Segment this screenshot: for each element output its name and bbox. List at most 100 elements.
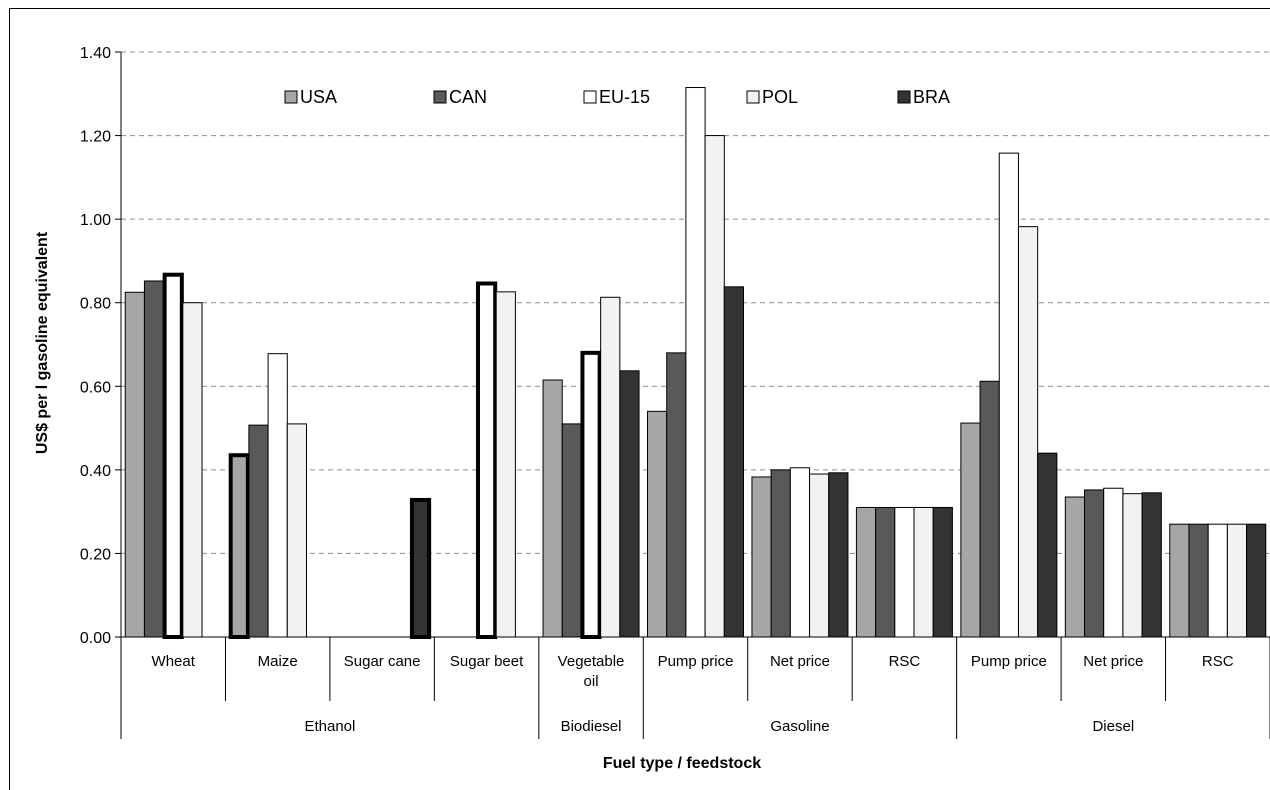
category-label: Maize (258, 653, 298, 670)
bar-pol (704, 135, 725, 638)
category-label-line: Pump price (658, 653, 734, 670)
category-label: Net price (770, 653, 830, 670)
bar-pol (600, 296, 621, 638)
bar-can (875, 506, 896, 638)
category-label: Pump price (971, 653, 1047, 670)
bar-pol (286, 423, 307, 638)
bar-can (143, 280, 165, 638)
bar-eu-15 (685, 87, 706, 638)
legend-swatch (746, 90, 760, 104)
legend-swatch (897, 90, 911, 104)
bar-eu-15 (580, 350, 602, 639)
x-category-labels: Wheat Maize Sugar cane Sugar beet Vegetable o… (120, 637, 1270, 739)
bar-eu-15 (475, 281, 498, 639)
bar-pol (1122, 493, 1143, 638)
y-tick-label: 0.00 (80, 630, 111, 647)
bar-can (248, 424, 269, 638)
category-label-line: Sugar cane (344, 653, 421, 670)
category-label-line: Maize (258, 653, 298, 670)
category-label-line: Wheat (152, 653, 196, 670)
y-tick-label: 1.20 (80, 129, 111, 146)
bar-can (1188, 523, 1209, 638)
category-label-line: oil (584, 673, 599, 690)
x-axis-label: Fuel type / feedstock (603, 755, 761, 772)
category-label: RSC (1202, 653, 1234, 670)
bar-pol (809, 473, 830, 638)
bar-eu-15 (998, 152, 1019, 638)
group-label: Biodiesel (561, 718, 622, 735)
y-tick-label: 0.40 (80, 463, 111, 480)
group-label: Ethanol (304, 718, 355, 735)
bar-can (1084, 489, 1105, 638)
bar-pol (182, 302, 203, 638)
legend-label: CAN (449, 87, 487, 107)
bar-usa (228, 453, 250, 639)
bar-eu-15 (1207, 523, 1228, 638)
y-tick-labels: 0.00 0.20 0.40 0.60 0.80 1.00 1.20 1.40 (80, 45, 111, 647)
bars (124, 87, 1267, 640)
bar-can (666, 352, 687, 638)
y-tick-label: 0.20 (80, 546, 111, 563)
legend-label: EU-15 (599, 87, 650, 107)
y-tick-label: 1.00 (80, 212, 111, 229)
category-label-line: RSC (889, 653, 921, 670)
bar-can (561, 423, 582, 638)
bar-pol (1226, 523, 1248, 638)
chart-frame (9, 8, 1270, 790)
y-tick-label: 0.80 (80, 296, 111, 313)
y-tick-label: 1.40 (80, 45, 111, 62)
bar-eu-15 (894, 506, 915, 638)
bar-usa (960, 422, 981, 638)
bar-bra (1037, 452, 1058, 638)
category-label-line: Net price (1083, 653, 1143, 670)
bar-eu-15 (1103, 487, 1124, 638)
bar-usa (647, 410, 668, 638)
bar-eu-15 (267, 353, 288, 638)
bar-bra (409, 497, 432, 640)
group-label: Gasoline (770, 718, 829, 735)
category-label: Net price (1083, 653, 1143, 670)
bar-bra (828, 472, 849, 638)
bar-eu-15 (789, 467, 811, 638)
bar-can (979, 380, 1000, 638)
bar-bra (932, 506, 953, 638)
bar-pol (913, 506, 934, 638)
y-axis-label: US$ per l gasoline equivalent (34, 231, 51, 454)
category-label: Pump price (658, 653, 734, 670)
bar-usa (1169, 523, 1190, 638)
legend-swatch (583, 90, 597, 104)
category-label: Sugar beet (450, 653, 524, 670)
category-label-line: Sugar beet (450, 653, 524, 670)
legend-label: POL (762, 87, 798, 107)
bar-bra (1141, 492, 1162, 638)
legend-swatch (284, 90, 298, 104)
y-tick-label: 0.60 (80, 379, 111, 396)
category-label: Vegetable oil (558, 653, 625, 690)
legend: USA CAN EU-15 POL BRA (284, 87, 950, 107)
category-label: RSC (889, 653, 921, 670)
bar-bra (723, 286, 744, 638)
bar-eu-15 (162, 272, 184, 639)
category-label: Wheat (152, 653, 196, 670)
bar-bra (1246, 523, 1267, 638)
category-label-line: Net price (770, 653, 830, 670)
bar-usa (855, 506, 877, 638)
bar-usa (751, 476, 772, 638)
bar-bra (619, 370, 640, 638)
category-label-line: RSC (1202, 653, 1234, 670)
bar-pol (1017, 226, 1039, 638)
group-label: Diesel (1092, 718, 1134, 735)
category-label-line: Vegetable (558, 653, 625, 670)
category-label: Sugar cane (344, 653, 421, 670)
axes (115, 51, 1270, 638)
bar-pol (495, 291, 516, 638)
bar-can (770, 469, 791, 638)
category-label-line: Pump price (971, 653, 1047, 670)
legend-label: BRA (913, 87, 950, 107)
bar-usa (542, 379, 563, 638)
bar-usa (1064, 496, 1086, 638)
legend-swatch (433, 90, 447, 104)
bar-usa (124, 291, 145, 638)
legend-label: USA (300, 87, 337, 107)
